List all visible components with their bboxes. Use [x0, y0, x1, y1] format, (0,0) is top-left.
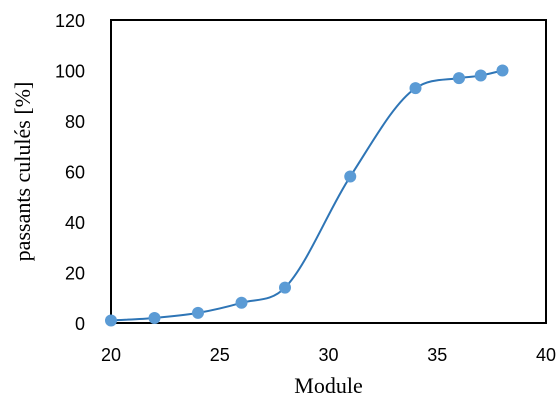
data-point [409, 82, 422, 95]
x-tick-label: 35 [427, 345, 447, 365]
data-point [474, 69, 487, 82]
y-tick-label: 0 [75, 314, 85, 334]
y-tick-label: 20 [65, 264, 85, 284]
x-axis-title: Module [294, 373, 362, 398]
y-tick-label: 120 [55, 11, 85, 31]
data-point [192, 306, 204, 319]
data-point [453, 72, 465, 85]
data-point [105, 314, 117, 327]
y-tick-label: 40 [65, 213, 85, 233]
series-layer [105, 64, 509, 327]
data-point [279, 281, 291, 294]
x-tick-label: 20 [101, 345, 121, 365]
y-tick-label: 80 [65, 112, 85, 132]
x-tick-label: 25 [210, 345, 230, 365]
x-tick-label: 40 [536, 345, 556, 365]
plot-area-frame [110, 19, 547, 324]
data-point [344, 170, 357, 183]
y-tick-labels: 0 20 40 60 80 100 120 [55, 11, 85, 334]
data-point [235, 296, 248, 309]
y-tick-label: 100 [55, 62, 85, 82]
series-line [110, 69, 503, 322]
x-tick-label: 30 [318, 345, 338, 365]
data-point [148, 311, 161, 324]
data-point [496, 64, 509, 77]
y-axis-title: passants cululés [%] [10, 82, 35, 262]
y-tick-label: 60 [65, 163, 85, 183]
x-tick-labels: 20 25 30 35 40 [101, 345, 556, 365]
